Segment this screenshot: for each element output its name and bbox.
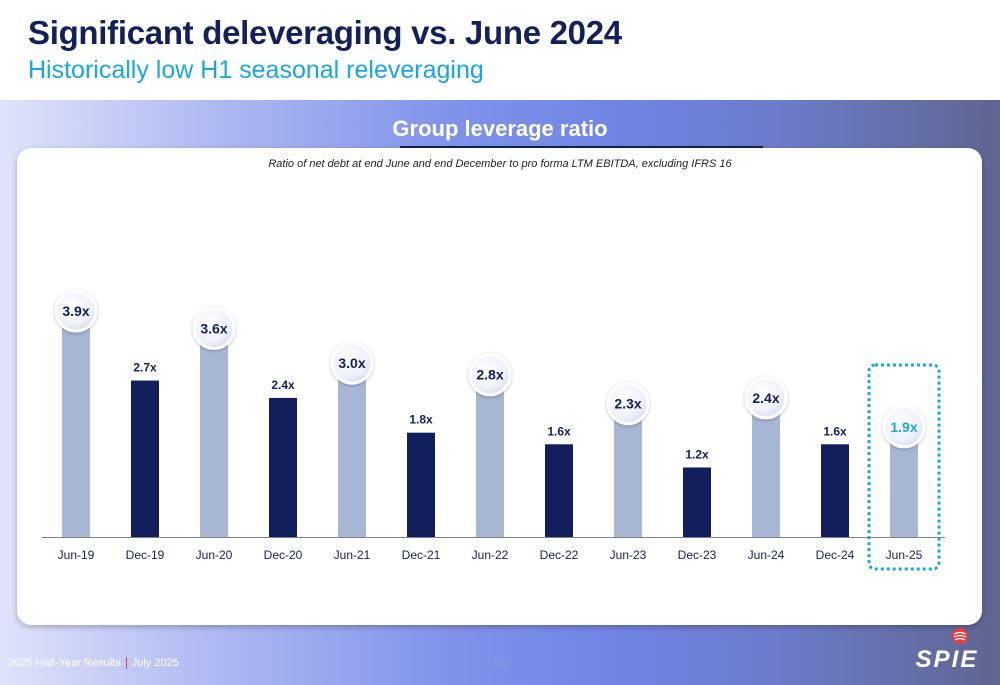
bar-dec-23 [683,467,711,537]
spie-logo: SPIE [904,626,990,674]
bar-dec-20 [269,397,297,537]
x-tick-jun-19: Jun-19 [58,548,95,562]
bar-dec-22 [545,444,573,537]
bar-jun-21 [338,363,366,537]
data-label-jun-22: 2.8x [476,367,503,383]
data-label-jun-19: 3.9x [62,303,89,319]
page-number: 26 [493,657,507,669]
bar-jun-22 [476,374,504,537]
footer-report: 2025 Half-Year Results [8,657,121,669]
data-label-dec-19: 2.7x [133,361,157,375]
bar-jun-19 [62,311,90,537]
data-label-jun-20: 3.6x [200,320,227,336]
data-label-jun-24: 2.4x [752,390,779,406]
bar-dec-21 [407,432,435,537]
x-tick-jun-25: Jun-25 [886,548,923,562]
x-tick-jun-20: Jun-20 [196,548,233,562]
chart-title: Group leverage ratio [392,116,608,141]
data-label-dec-23: 1.2x [685,447,709,461]
header: Significant deleveraging vs. June 2024 H… [0,0,1000,100]
data-label-dec-21: 1.8x [409,413,433,427]
bubble-jun-19 [54,289,98,333]
x-tick-jun-23: Jun-23 [610,548,647,562]
data-label-jun-21: 3.0x [338,355,365,371]
x-tick-dec-22: Dec-22 [540,548,579,562]
x-tick-dec-24: Dec-24 [816,548,855,562]
x-tick-jun-22: Jun-22 [472,548,509,562]
data-label-dec-20: 2.4x [271,378,295,392]
footer-separator [125,657,127,670]
bar-jun-23 [614,403,642,537]
title-underline [400,146,763,148]
flame-icon [952,628,968,644]
x-tick-jun-21: Jun-21 [334,548,371,562]
logo-text: SPIE [915,646,979,673]
bubble-jun-20 [192,306,236,350]
data-label-dec-24: 1.6x [823,424,847,438]
x-tick-dec-21: Dec-21 [402,548,441,562]
footer-date: July 2025 [131,657,179,669]
highlight-box-jun-25 [867,363,941,571]
x-tick-dec-19: Dec-19 [126,548,165,562]
data-label-jun-23: 2.3x [614,396,641,412]
bar-jun-20 [200,328,228,537]
data-label-dec-22: 1.6x [547,424,571,438]
x-tick-dec-20: Dec-20 [264,548,303,562]
bubble-jun-21 [330,341,374,385]
bar-dec-24 [821,444,849,537]
bubble-jun-23 [606,382,650,426]
page-subtitle: Historically low H1 seasonal releveragin… [28,56,484,84]
x-tick-dec-23: Dec-23 [678,548,717,562]
chart-note: Ratio of net debt at end June and end De… [268,158,732,170]
bar-dec-19 [131,380,159,537]
x-tick-jun-24: Jun-24 [748,548,785,562]
page-title: Significant deleveraging vs. June 2024 [28,14,622,51]
footer: 2025 Half-Year Results July 2025 [8,657,179,670]
bar-jun-24 [752,397,780,537]
bubble-jun-25 [882,405,926,449]
bubble-jun-24 [744,376,788,420]
data-label-jun-25: 1.9x [890,419,917,435]
bubble-jun-22 [468,353,512,397]
